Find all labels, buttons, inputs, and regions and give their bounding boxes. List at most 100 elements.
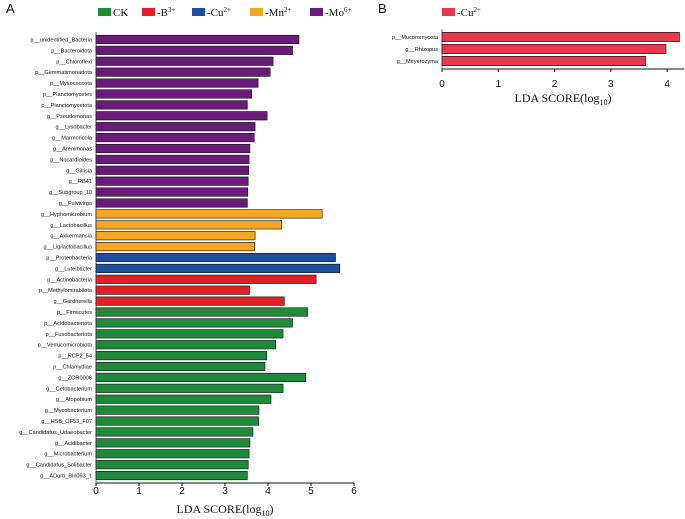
- bar-label-a-3: p__Gemmatimonadota: [35, 70, 93, 76]
- bar-a-11: [95, 154, 250, 164]
- bar-a-20: [95, 252, 336, 263]
- bar-a-0: [95, 34, 300, 45]
- bar-label-a-27: p__Fusobacteriota: [46, 332, 93, 338]
- bar-a-31: [95, 372, 307, 382]
- bar-label-a-14: g__Subgroup_10: [49, 190, 92, 196]
- bar-a-6: [95, 100, 248, 110]
- panel-label-a: A: [6, 1, 15, 16]
- bar-label-a-19: g__Ligilactobacillus: [43, 245, 92, 251]
- bar-a-15: [95, 198, 248, 208]
- bar-b-0: [441, 32, 680, 42]
- bar-a-21: [95, 263, 341, 273]
- legend-swatch-cu: [192, 8, 205, 16]
- bar-a-10: [95, 143, 251, 154]
- bar-label-a-2: p__Chloroflexi: [56, 59, 92, 65]
- bar-label-a-4: p__Myxococcota: [50, 81, 93, 87]
- legend-swatch-cu: [442, 8, 455, 16]
- x-tick-label-a-3: 3: [222, 486, 228, 497]
- x-tick-label-b-1: 1: [495, 79, 501, 90]
- bar-label-a-0: p__unidentified_Bacteria: [30, 37, 92, 43]
- x-axis-title-a: LDA SCORE(log10): [176, 502, 273, 518]
- bar-a-25: [95, 307, 308, 317]
- bar-a-39: [95, 460, 249, 470]
- bar-a-8: [95, 122, 256, 132]
- bar-label-a-35: g__HSB_OF53_F07: [41, 419, 92, 425]
- bar-a-35: [95, 416, 259, 426]
- bar-a-34: [95, 405, 260, 415]
- legend-label-cu: -Cu2+: [207, 6, 231, 19]
- bar-a-19: [95, 242, 255, 252]
- bar-a-24: [95, 296, 285, 306]
- bar-a-33: [95, 394, 272, 404]
- bar-b-2: [441, 56, 647, 66]
- bar-label-a-24: g__Gardnerella: [53, 299, 92, 305]
- x-tick-label-b-2: 2: [552, 79, 558, 90]
- bar-label-a-5: p__Planctomycetes: [43, 92, 92, 98]
- bar-a-23: [95, 285, 250, 295]
- bar-a-2: [95, 56, 274, 66]
- panel-a: A CK -B3+ -Cu2+ -Mn2+ -Mo6+ 0 1 2 3 4 5 6 p__unidenti…: [6, 1, 357, 518]
- bar-a-40: [95, 470, 248, 481]
- legend-label-mn: -Mn2+: [265, 6, 291, 19]
- bar-a-22: [95, 274, 317, 284]
- x-tick-label-b-4: 4: [664, 79, 670, 90]
- bar-label-a-20: p__Proteobacteria: [46, 256, 93, 262]
- bar-label-a-31: g__ZOR0006: [58, 375, 92, 381]
- x-tick-label-a-0: 0: [93, 486, 99, 497]
- bar-a-30: [95, 361, 266, 372]
- bar-label-a-34: g__Mycobacterium: [45, 408, 93, 414]
- bar-label-a-32: g__Cetobacterium: [46, 386, 92, 392]
- bar-label-a-7: g__Pseudomonas: [47, 114, 92, 120]
- bar-b-1: [441, 44, 667, 54]
- panel-label-b: B: [378, 1, 387, 16]
- bar-label-a-29: p__RCP2_54: [58, 354, 92, 360]
- bar-label-a-15: g__Fulvivirga: [59, 201, 93, 207]
- bar-label-a-12: g__Gillisia: [66, 168, 93, 174]
- bar-label-a-18: g__Akkermansia: [50, 234, 93, 240]
- bar-label-a-25: p__Firmicutes: [57, 310, 92, 316]
- bar-label-a-36: g__Candidatus_Udaeobacter: [19, 430, 92, 436]
- bar-label-a-9: g__Marmoricola: [52, 136, 93, 142]
- bar-a-5: [95, 89, 252, 99]
- bar-label-a-39: g__Candidatus_Solibacter: [26, 463, 92, 469]
- bar-label-a-21: g__Luteibacter: [55, 266, 92, 272]
- bar-a-29: [95, 351, 268, 361]
- x-tick-label-b-3: 3: [608, 79, 614, 90]
- bar-a-32: [95, 383, 284, 393]
- legend-swatch-b: [142, 8, 155, 16]
- bar-a-4: [95, 78, 259, 88]
- bar-label-a-17: g__Lactobacillus: [50, 223, 92, 229]
- bar-label-a-37: g__Acidibacter: [55, 441, 92, 447]
- bar-a-38: [95, 449, 250, 459]
- bar-label-a-13: g__RB41: [69, 179, 92, 185]
- legend-swatch-mn: [250, 8, 263, 16]
- bar-a-12: [95, 165, 249, 175]
- bar-label-b-1: g__Rhizopus: [405, 47, 438, 53]
- x-tick-label-b-0: 0: [439, 79, 445, 90]
- bar-label-a-30: p__Chlamydiae: [53, 365, 92, 371]
- legend-swatch-ck: [98, 8, 111, 16]
- bar-label-a-22: p__Actinobacteria: [47, 277, 93, 283]
- bar-label-a-10: g__Arenimonas: [53, 146, 92, 152]
- bar-label-a-16: g__Hyphomicrobium: [41, 212, 93, 218]
- legend-label-mo: -Mo6+: [325, 6, 351, 19]
- bar-a-1: [95, 45, 293, 55]
- bar-label-b-0: p__Mucoromycota: [392, 35, 439, 41]
- bar-a-27: [95, 329, 284, 339]
- bar-label-a-40: g__ADurb_Bin063_1: [40, 474, 92, 480]
- bar-a-3: [95, 67, 271, 77]
- bar-label-a-1: p__Bacteroidota: [51, 48, 93, 54]
- bar-label-a-23: p__Methylomirabilota: [39, 288, 93, 294]
- panel-b: B -Cu2+ 0 1 2 3 4 p__Mucoromycota g__Rhizopus g__…: [378, 1, 684, 107]
- bar-a-18: [95, 231, 256, 241]
- legend-label-ck: CK: [113, 7, 128, 19]
- bar-a-14: [95, 187, 249, 197]
- legend-swatch-mo: [310, 8, 323, 16]
- bar-label-a-33: g__Atopobium: [56, 397, 92, 403]
- bar-label-a-28: p__Verrucomicrobiota: [38, 343, 93, 349]
- x-tick-label-a-1: 1: [136, 486, 142, 497]
- bar-label-a-26: p__Acidobacteriota: [44, 321, 93, 327]
- legend-label-cu: -Cu2+: [457, 6, 481, 19]
- bar-a-28: [95, 340, 277, 350]
